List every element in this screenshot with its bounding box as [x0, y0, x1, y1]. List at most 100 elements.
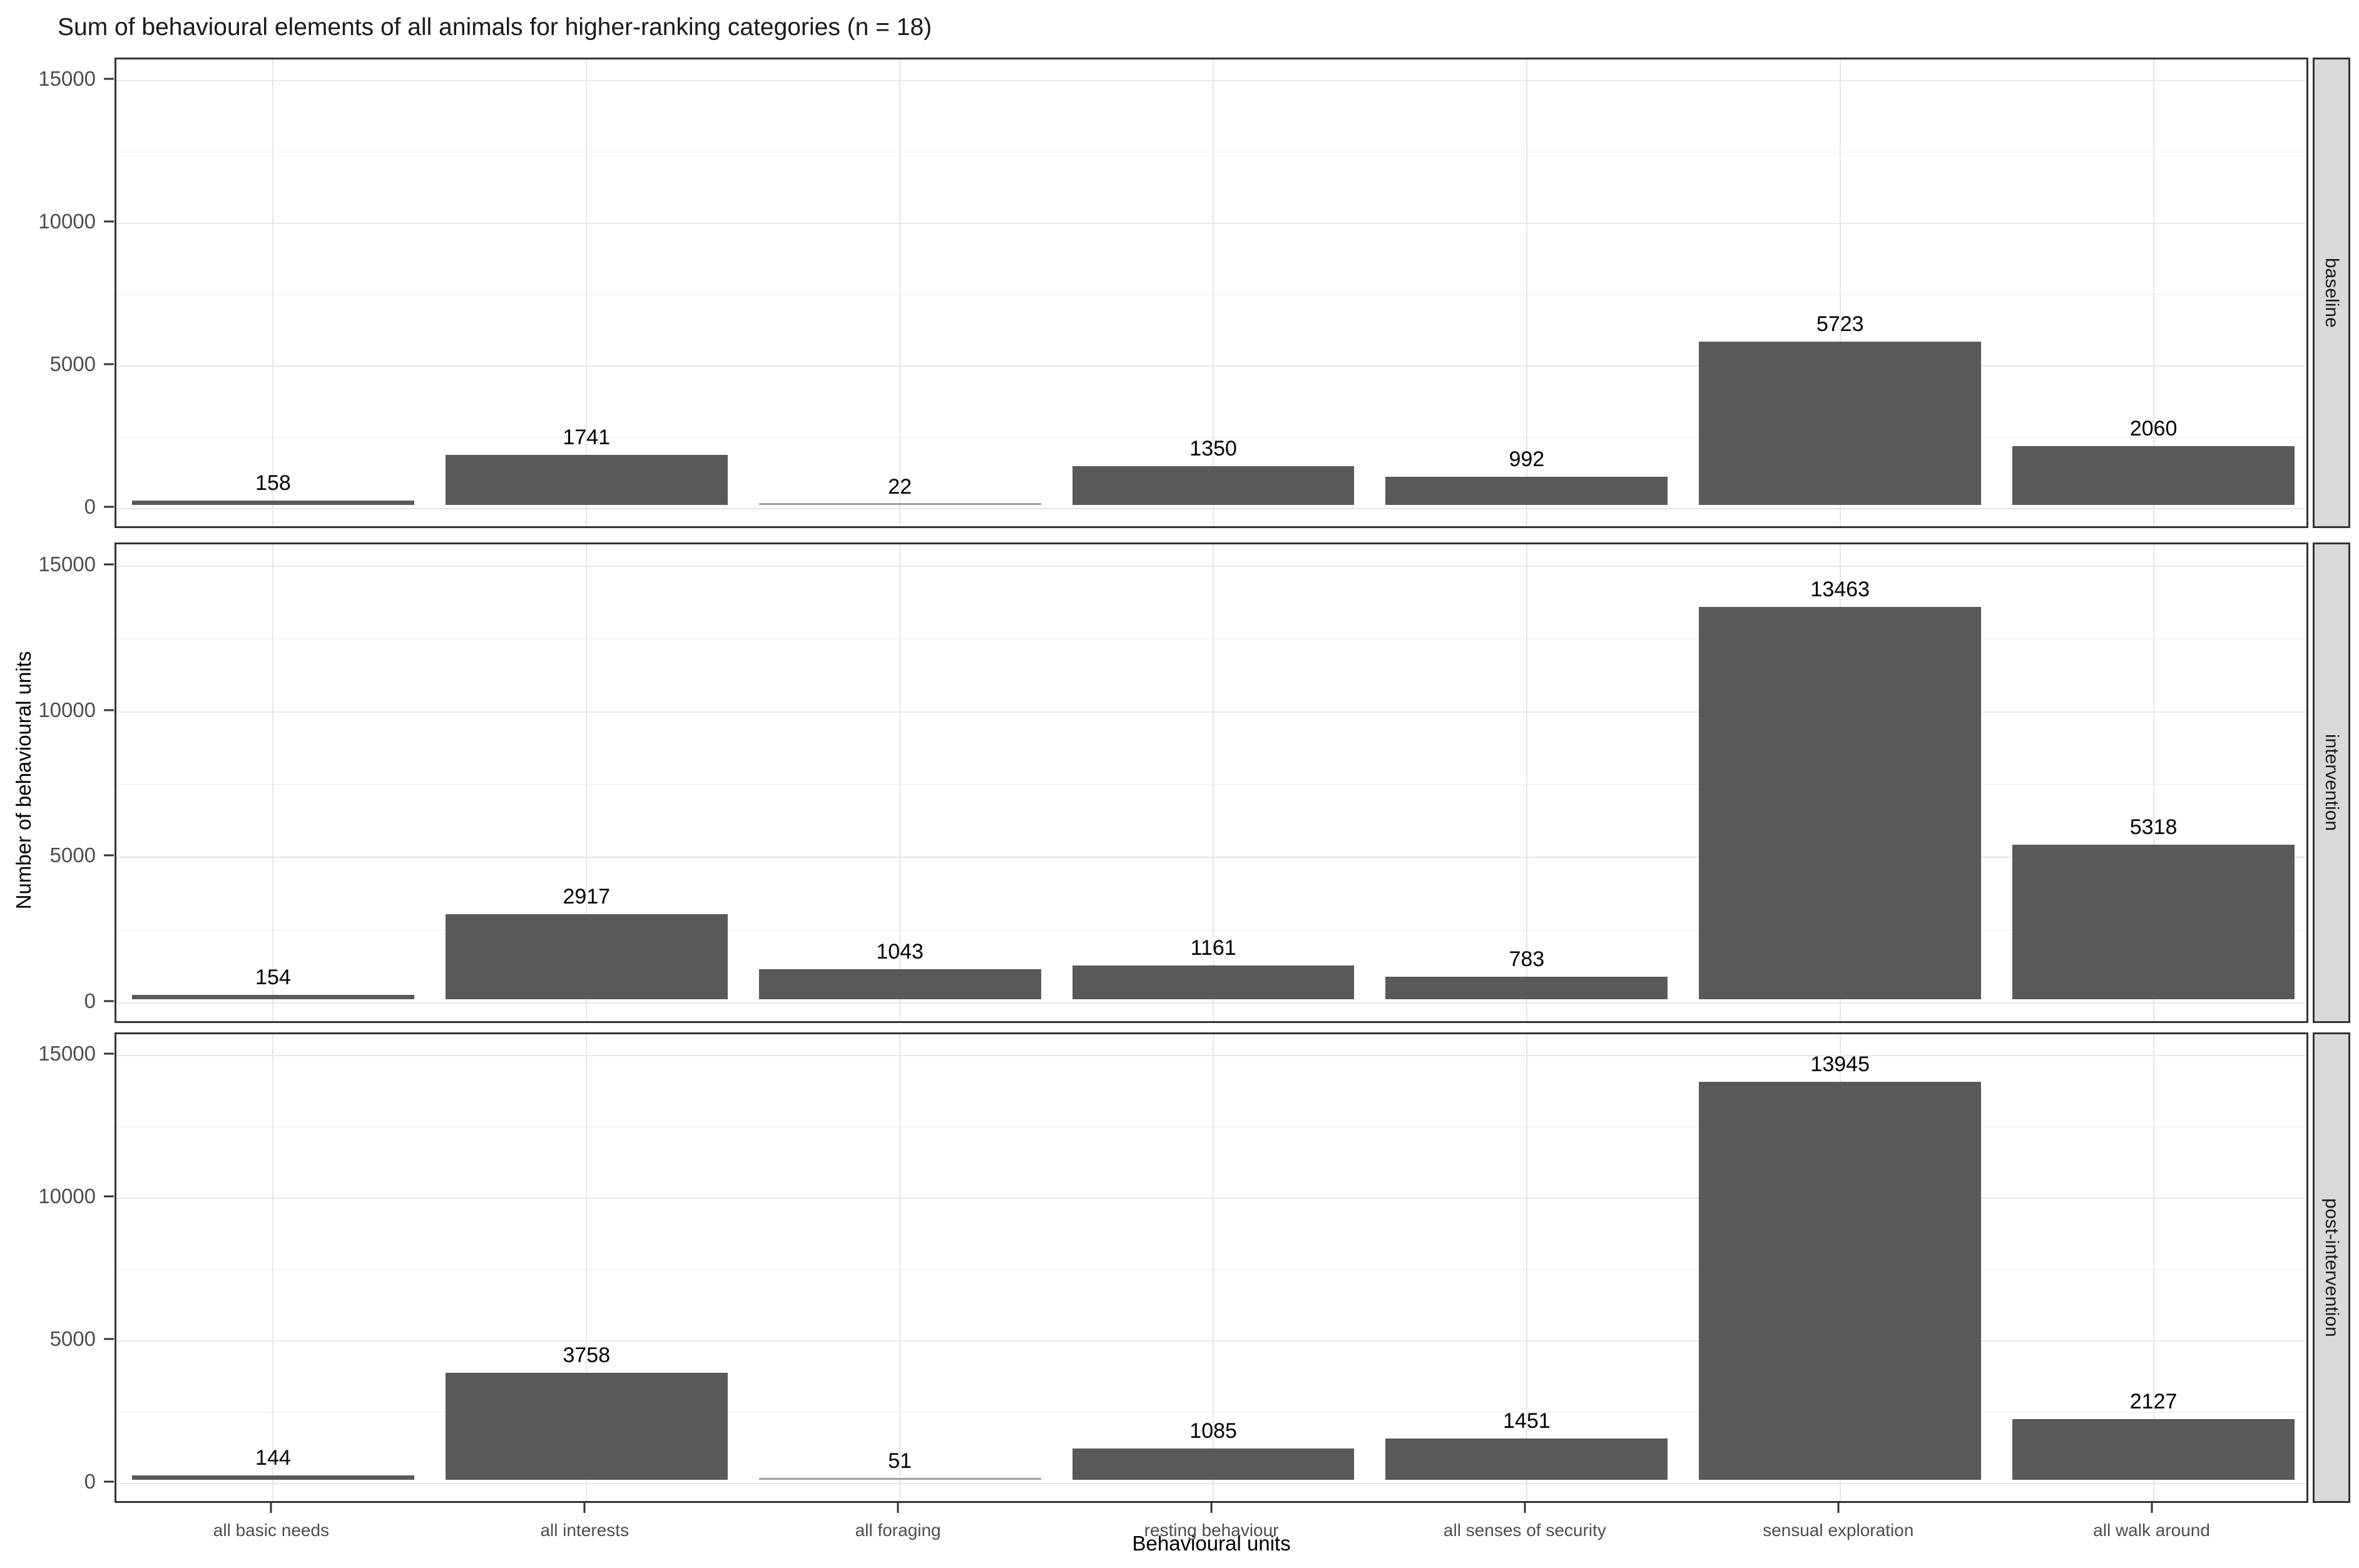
x-category-label: all walk around: [2093, 1520, 2210, 1540]
bar-value-label: 1741: [563, 425, 611, 450]
facet-panel-intervention: 154 2917 1043 1161 783 13463 5318: [115, 542, 2308, 1023]
bar-value-label: 13463: [1810, 578, 1870, 602]
bar-baseline-all interests: [445, 455, 728, 505]
x-tick-mark: [583, 1503, 586, 1513]
bar-value-label: 2060: [2129, 416, 2178, 440]
bar-value-label: 1085: [1190, 1419, 1237, 1443]
gridline-vertical: [586, 1034, 588, 1501]
gridline-major: [116, 80, 2306, 82]
gridline-vertical: [272, 59, 274, 526]
y-tick-label: 5000: [49, 352, 96, 375]
bar-value-label: 13945: [1810, 1052, 1870, 1077]
x-category-label: sensual exploration: [1763, 1520, 1914, 1540]
gridline-vertical: [2153, 59, 2154, 526]
gridline-vertical: [899, 1034, 901, 1501]
y-tick-label: 15000: [38, 67, 96, 91]
y-tick-mark: [104, 363, 114, 365]
gridline-vertical: [586, 59, 588, 526]
bar-value-label: 5723: [1816, 312, 1864, 336]
bar-value-label: 1451: [1503, 1408, 1551, 1433]
facet-strip-post-intervention: post-intervention: [2313, 1032, 2350, 1503]
bar-value-label: 2127: [2129, 1389, 2178, 1413]
y-tick-label: 0: [84, 1469, 96, 1493]
bar-intervention-resting behaviour: [1072, 965, 1355, 1000]
y-tick-mark: [104, 563, 114, 566]
gridline-minor: [116, 1126, 2306, 1128]
gridline-vertical: [272, 544, 274, 1021]
gridline-vertical: [1526, 59, 1527, 526]
gridline-major: [116, 1002, 2306, 1004]
gridline-major: [116, 857, 2306, 858]
gridline-major: [116, 565, 2306, 567]
gridline-major: [116, 1340, 2306, 1341]
gridline-major: [116, 711, 2306, 713]
bar-value-label: 992: [1509, 447, 1545, 471]
gridline-vertical: [1213, 1034, 1214, 1501]
x-category-label: all basic needs: [213, 1520, 330, 1540]
y-tick-mark: [104, 854, 114, 857]
y-tick-mark: [104, 709, 114, 711]
y-tick-label: 5000: [49, 843, 96, 867]
gridline-minor: [116, 151, 2306, 153]
bar-post-intervention-all interests: [445, 1372, 728, 1480]
gridline-minor: [116, 784, 2306, 785]
y-tick-label: 10000: [38, 1184, 96, 1208]
gridline-vertical: [272, 1034, 274, 1501]
x-tick-mark: [270, 1503, 272, 1513]
bar-baseline-all senses of security: [1385, 476, 1668, 505]
bar-value-label: 1161: [1190, 936, 1236, 960]
x-category-label: all interests: [540, 1520, 629, 1540]
bar-intervention-sensual exploration: [1699, 607, 1982, 1000]
bar-baseline-sensual exploration: [1699, 342, 1982, 505]
y-tick-mark: [104, 506, 114, 508]
x-category-label: all senses of security: [1443, 1520, 1606, 1540]
y-tick-mark: [104, 1338, 114, 1340]
facet-strip-baseline: baseline: [2313, 58, 2350, 528]
bar-post-intervention-all walk around: [2012, 1418, 2295, 1480]
bar-value-label: 5318: [2129, 815, 2178, 839]
bar-value-label: 783: [1509, 947, 1545, 971]
y-tick-mark: [104, 220, 114, 223]
gridline-major: [116, 1482, 2306, 1484]
y-tick-label: 10000: [38, 698, 96, 721]
x-tick-mark: [897, 1503, 899, 1513]
bar-intervention-all basic needs: [132, 994, 414, 1000]
y-tick-mark: [104, 1480, 114, 1483]
bar-value-label: 158: [255, 471, 291, 495]
y-tick-label: 0: [84, 494, 96, 518]
bar-value-label: 3758: [563, 1343, 611, 1367]
x-tick-mark: [2151, 1503, 2153, 1513]
bar-intervention-all interests: [445, 914, 728, 1000]
y-tick-mark: [104, 1052, 114, 1055]
gridline-vertical: [1213, 544, 1214, 1021]
gridline-vertical: [899, 59, 901, 526]
facet-strip-intervention: intervention: [2313, 542, 2350, 1023]
bar-post-intervention-resting behaviour: [1072, 1448, 1355, 1480]
gridline-minor: [116, 436, 2306, 438]
bar-value-label: 2917: [563, 885, 611, 909]
x-axis-title: Behavioural units: [1132, 1532, 1291, 1555]
y-tick-mark: [104, 78, 114, 80]
gridline-vertical: [1526, 1034, 1527, 1501]
x-tick-mark: [1524, 1503, 1526, 1513]
gridline-vertical: [2153, 1034, 2154, 1501]
y-tick-label: 15000: [38, 1042, 96, 1066]
bar-post-intervention-all senses of security: [1385, 1438, 1668, 1480]
gridline-vertical: [2153, 544, 2154, 1021]
bar-value-label: 144: [255, 1446, 291, 1470]
gridline-major: [116, 223, 2306, 225]
facet-panel-baseline: 158 1741 22 1350 992 5723 2060: [115, 58, 2308, 528]
gridline-major: [116, 1198, 2306, 1199]
bar-post-intervention-all foraging: [758, 1477, 1041, 1480]
gridline-minor: [116, 638, 2306, 640]
gridline-minor: [116, 929, 2306, 931]
bar-intervention-all walk around: [2012, 844, 2295, 1000]
bar-intervention-all senses of security: [1385, 976, 1668, 1000]
bar-value-label: 154: [255, 965, 291, 989]
gridline-vertical: [1839, 59, 1841, 526]
bar-value-label: 51: [888, 1448, 912, 1473]
x-category-label: all foraging: [855, 1520, 941, 1540]
bar-baseline-resting behaviour: [1072, 466, 1355, 505]
facet-strip-label: baseline: [2321, 258, 2342, 328]
